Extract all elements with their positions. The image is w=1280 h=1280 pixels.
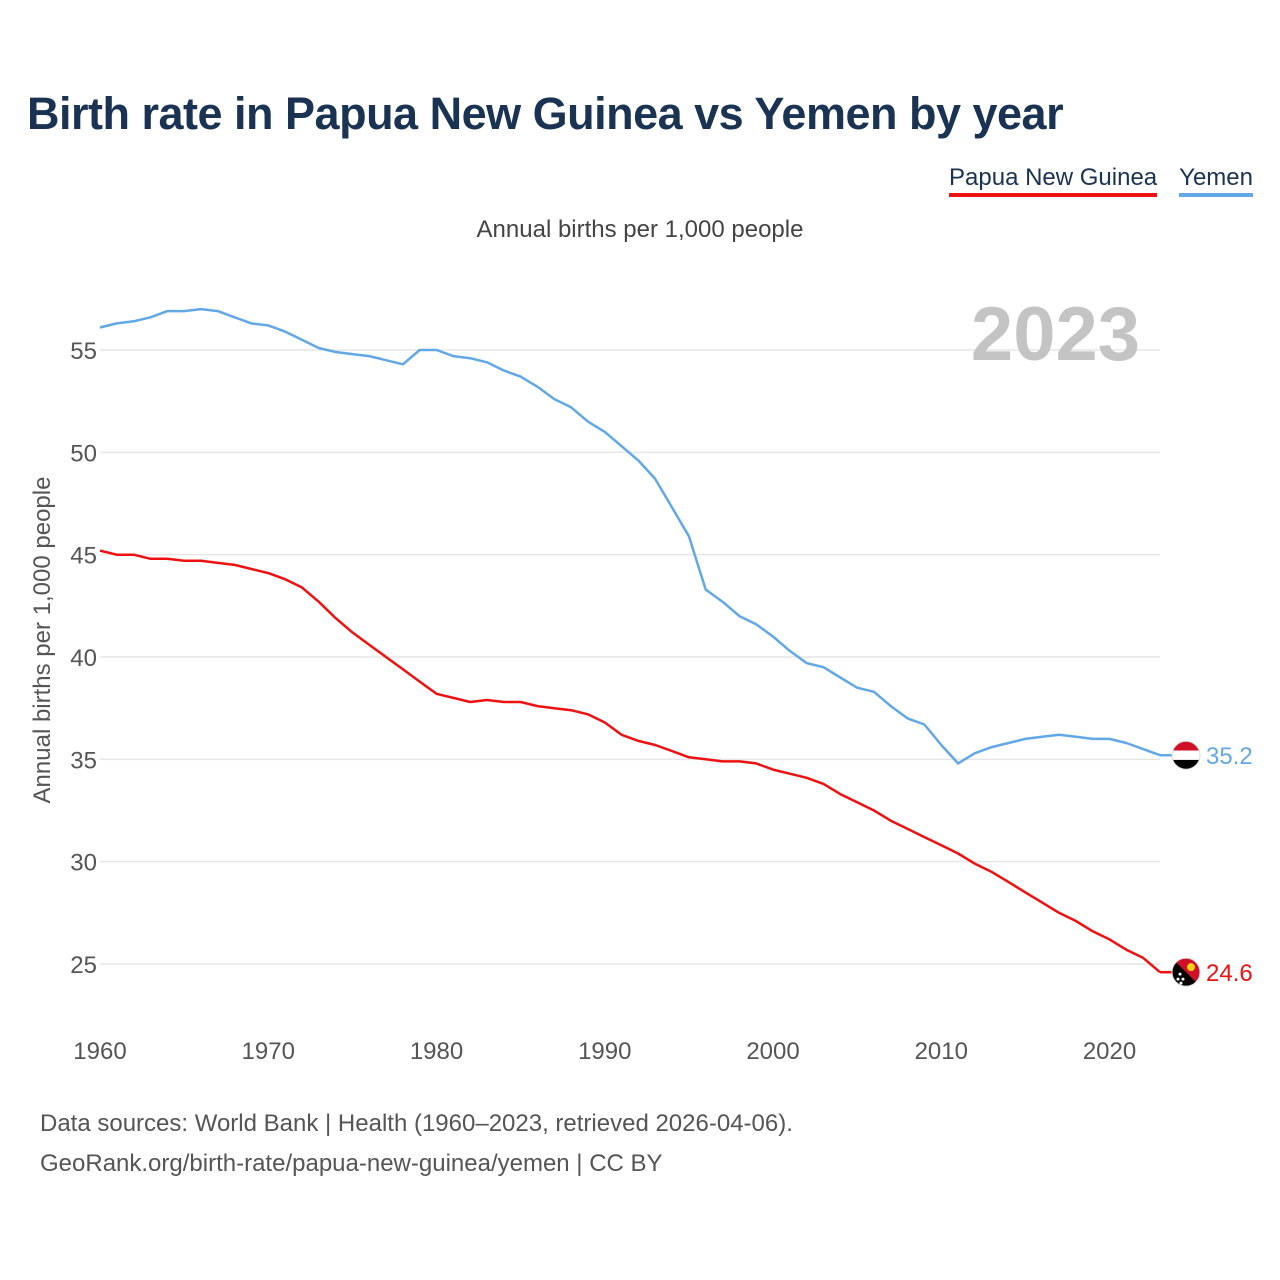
- chart-subtitle: Annual births per 1,000 people: [476, 216, 804, 243]
- x-tick-label: 1970: [242, 1038, 295, 1065]
- y-tick-label: 30: [70, 850, 97, 877]
- y-tick-label: 35: [70, 747, 97, 774]
- source-note: Data sources: World Bank | Health (1960–…: [40, 1104, 793, 1184]
- x-tick-label: 2010: [915, 1038, 968, 1065]
- x-tick-label: 1980: [410, 1038, 463, 1065]
- year-watermark: 2023: [971, 292, 1140, 377]
- chart-title: Birth rate in Papua New Guinea vs Yemen …: [27, 88, 1064, 139]
- y-tick-label: 55: [70, 338, 97, 365]
- legend-item-yemen[interactable]: Yemen: [1179, 164, 1253, 197]
- y-tick-label: 25: [70, 952, 97, 979]
- x-tick-label: 2020: [1083, 1038, 1136, 1065]
- x-tick-label: 2000: [746, 1038, 799, 1065]
- flag-icon-yemen: [1171, 740, 1201, 770]
- line-chart: 25 30 35 40 45 50 55 1960 1970 1980 1990 2000 2010 20…: [29, 292, 1253, 1065]
- legend-item-papua-new-guinea[interactable]: Papua New Guinea: [949, 164, 1158, 197]
- y-tick-label: 45: [70, 543, 97, 570]
- series-line-yemen[interactable]: [99, 307, 1161, 765]
- flag-icon-papua-new-guinea: [1171, 957, 1201, 987]
- legend: Papua New Guinea Yemen: [949, 164, 1253, 197]
- end-value-label-papua-new-guinea: 24.6: [1206, 960, 1253, 987]
- source-line-1: Data sources: World Bank | Health (1960–…: [40, 1110, 793, 1137]
- y-tick-label: 40: [70, 645, 97, 672]
- y-tick-label: 50: [70, 440, 97, 467]
- source-line-2[interactable]: GeoRank.org/birth-rate/papua-new-guinea/…: [40, 1150, 663, 1177]
- end-value-label-yemen: 35.2: [1206, 743, 1253, 770]
- series-line-papua-new-guinea[interactable]: [99, 549, 1161, 974]
- x-tick-label: 1960: [73, 1038, 126, 1065]
- x-tick-label: 1990: [578, 1038, 631, 1065]
- y-axis-title: Annual births per 1,000 people: [29, 477, 56, 804]
